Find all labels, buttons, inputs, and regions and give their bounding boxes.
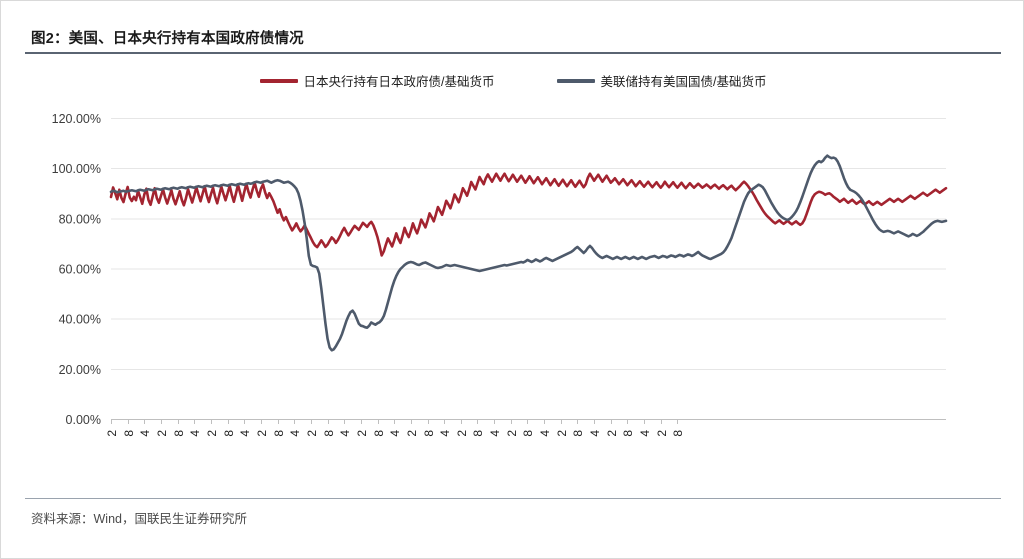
line-chart: 0.00% 20.00% 40.00% 60.00% 80.00% 100.00% 120.… (52, 112, 948, 437)
x-axis-tick-label: 2010-04 (288, 430, 302, 437)
x-axis-tick-label: 2018-04 (488, 430, 502, 437)
x-axis-tick-label: 2023-08 (621, 430, 635, 437)
x-axis-tick-label: 2014-12 (405, 430, 419, 437)
y-axis-tick-label: 80.00% (59, 212, 101, 226)
x-axis-tick-label: 2005-08 (172, 430, 186, 437)
y-axis-tick-label: 20.00% (59, 363, 101, 377)
x-axis-tick-label: 2007-08 (222, 430, 236, 437)
series-line-boj (109, 172, 948, 257)
legend-label-boj: 日本央行持有日本政府债/基础货币 (303, 75, 495, 89)
x-axis-tick-label: 2024-12 (655, 430, 669, 437)
legend-swatch-boj (259, 78, 298, 83)
chart-legend: 日本央行持有日本政府债/基础货币 美联储持有美国国债/基础货币 (1, 71, 1023, 90)
legend-item-boj: 日本央行持有日本政府债/基础货币 (259, 71, 495, 90)
x-axis-tick-label: 2016-12 (455, 430, 469, 437)
x-axis-tick-label: 2009-08 (272, 430, 286, 437)
x-axis-tick-label: 2016-04 (438, 430, 452, 437)
x-axis-tick-label: 2010-12 (305, 430, 319, 437)
x-axis-tick-label: 2004-12 (155, 430, 169, 437)
legend-swatch-fed (556, 78, 595, 83)
y-axis-tick-label: 100.00% (52, 162, 101, 176)
x-axis-tick-label: 2017-08 (471, 430, 485, 437)
x-axis-tick-label: 2020-04 (538, 430, 552, 437)
x-axis-tick-label: 2019-08 (521, 430, 535, 437)
x-axis-tick-label: 2004-04 (138, 430, 152, 437)
x-axis-tick-label: 2003-08 (122, 430, 136, 437)
chart-plot-area: 0.00% 20.00% 40.00% 60.00% 80.00% 100.00% 120.… (1, 97, 1023, 437)
x-axis-tick-label: 2008-04 (238, 430, 252, 437)
x-axis-tick-label: 2025-08 (671, 430, 685, 437)
x-axis-tick-label: 2022-04 (588, 430, 602, 437)
x-axis-tick-label: 2011-08 (322, 430, 336, 437)
x-axis-tick-label: 2006-04 (188, 430, 202, 437)
x-axis-tick-label: 2020-12 (555, 430, 569, 437)
x-axis-tick-label: 2018-12 (505, 430, 519, 437)
y-axis-tick-label: 120.00% (52, 112, 101, 126)
y-axis-tick-label: 60.00% (59, 263, 101, 277)
x-axis-tick-label: 2002-12 (105, 430, 119, 437)
x-axis-tick-label: 2021-08 (571, 430, 585, 437)
legend-label-fed: 美联储持有美国国债/基础货币 (600, 75, 767, 89)
x-axis-tick-label: 2006-12 (205, 430, 219, 437)
title-divider (25, 52, 1001, 54)
x-axis-tick-label: 2012-12 (355, 430, 369, 437)
x-axis-tick-label: 2013-08 (372, 430, 386, 437)
x-axis-tick-label: 2014-04 (388, 430, 402, 437)
x-axis-tick-label: 2012-04 (338, 430, 352, 437)
figure-title: 图2：美国、日本央行持有本国政府债情况 (31, 31, 304, 47)
series-line-fed (109, 154, 948, 352)
legend-item-fed: 美联储持有美国国债/基础货币 (556, 71, 767, 90)
source-note: 资料来源：Wind，国联民生证券研究所 (31, 512, 247, 526)
y-axis-tick-label: 40.00% (59, 313, 101, 327)
footer-divider (25, 498, 1001, 499)
x-axis-tick-label: 2015-08 (422, 430, 436, 437)
x-axis-tick-label: 2022-12 (605, 430, 619, 437)
x-axis-tick-label: 2024-04 (638, 430, 652, 437)
x-axis-tick-label: 2008-12 (255, 430, 269, 437)
y-axis-tick-label: 0.00% (66, 413, 101, 427)
